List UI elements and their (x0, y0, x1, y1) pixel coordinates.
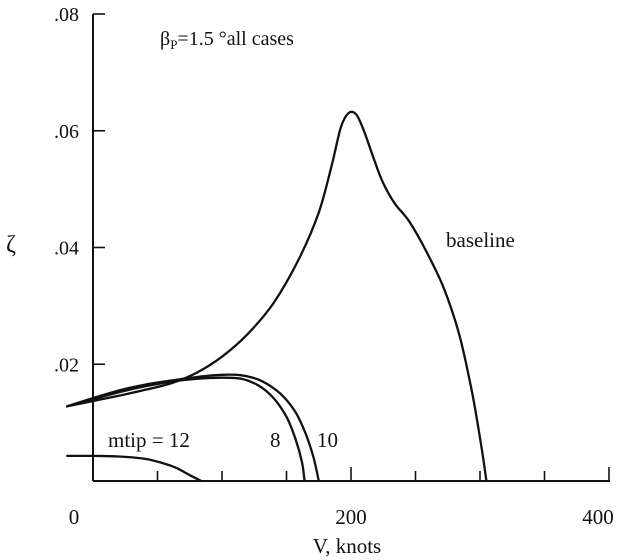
beta-subscript: P (170, 37, 177, 52)
series-label-10: 10 (317, 428, 338, 452)
series-line-8 (66, 376, 306, 483)
series-lines (66, 110, 488, 483)
beta-text: =1.5 °all cases (177, 28, 294, 50)
beta-annotation: βP=1.5 °all cases (160, 28, 294, 52)
y-axis-label: ζ (6, 232, 16, 258)
y-tick-label: .06 (54, 121, 79, 143)
x-tick-label: 200 (335, 505, 367, 529)
beta-symbol: β (160, 28, 170, 50)
x-tick-label: 400 (582, 505, 614, 529)
series-label-8: 8 (270, 428, 281, 452)
series-line-mtip-12 (66, 454, 203, 483)
series-line-10 (66, 373, 320, 483)
y-tick-label: .04 (54, 238, 79, 260)
axes (92, 14, 610, 482)
y-tick-label: .02 (54, 354, 79, 376)
series-label-mtip-12: mtip = 12 (108, 428, 190, 452)
x-tick-label: 0 (69, 505, 80, 529)
axis-ticks: .02 .04 .06 .08 0 200 400 (54, 4, 614, 529)
y-tick-label: .08 (54, 4, 79, 26)
series-line-baseline (66, 110, 488, 483)
series-label-baseline: baseline (446, 228, 515, 252)
x-axis-label: V, knots (313, 534, 381, 558)
